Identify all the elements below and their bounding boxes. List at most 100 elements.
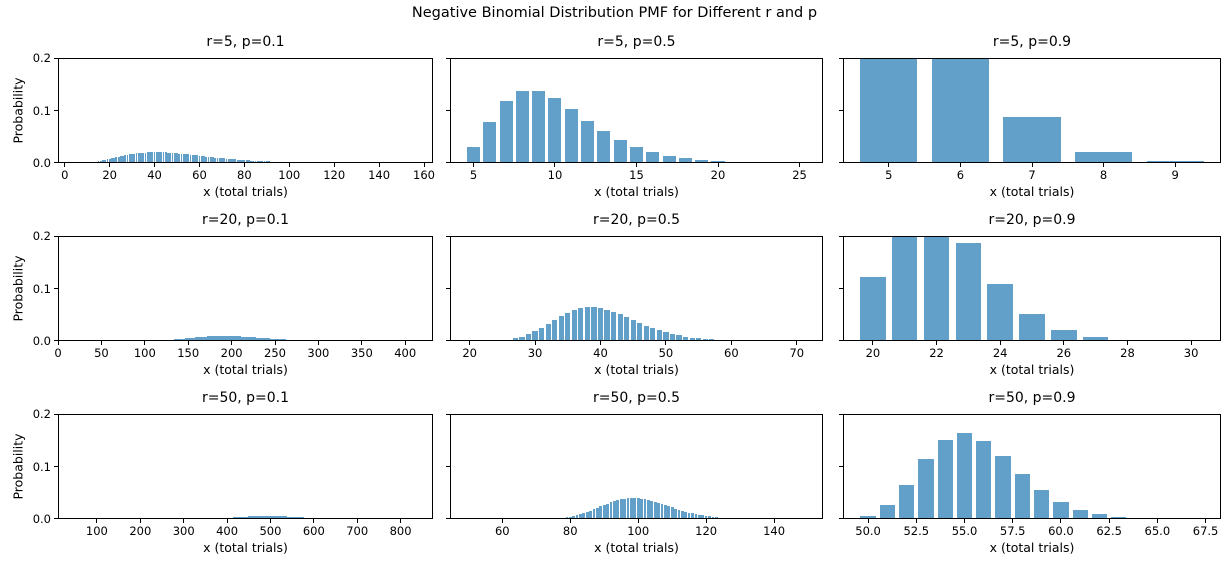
pmf-bar — [149, 152, 151, 163]
x-tick-label: 250 — [264, 346, 286, 360]
pmf-bar — [647, 499, 650, 519]
pmf-bar — [119, 156, 122, 163]
y-axis-label-wrap: Probability — [10, 236, 26, 341]
x-tick-label: 50 — [658, 346, 674, 360]
x-tick — [269, 519, 271, 523]
x-tick — [1063, 341, 1065, 345]
pmf-bar — [1019, 313, 1045, 341]
pmf-bar — [616, 500, 620, 519]
y-tick — [446, 236, 450, 237]
x-tick-label: 62.5 — [1096, 524, 1122, 538]
x-tick — [872, 341, 874, 345]
pmf-bar — [198, 337, 199, 341]
x-tick-label: 140 — [763, 524, 786, 538]
x-tick — [198, 163, 200, 167]
pmf-bar — [956, 433, 973, 519]
pmf-bar — [223, 158, 226, 163]
pmf-bar — [160, 152, 163, 163]
pmf-bar — [918, 459, 934, 519]
x-tick-label: 5 — [469, 168, 478, 182]
pmf-bar — [194, 337, 196, 341]
bars-layer — [843, 58, 1221, 163]
bars-layer — [58, 414, 433, 519]
pmf-bar — [212, 336, 213, 341]
pmf-bar — [186, 338, 187, 341]
pmf-bar — [243, 160, 246, 163]
x-axis-label: x (total trials) — [989, 184, 1075, 199]
pmf-bar — [131, 154, 133, 163]
pmf-bar — [629, 146, 643, 163]
x-tick-label: 40 — [147, 168, 162, 182]
y-tick — [54, 236, 58, 237]
pmf-bar — [609, 502, 613, 519]
subplot-r20-p0.1: r=20, p=0.1 0 50 100 150 200 250 300 350 400 0.0 0.… — [11, 212, 433, 377]
pmf-bar — [236, 336, 238, 341]
y-tick — [54, 466, 58, 467]
x-tick-label: 67.5 — [1192, 524, 1219, 538]
pmf-bar — [650, 500, 654, 519]
pmf-bar — [200, 156, 203, 163]
y-tick-label: 0.0 — [32, 512, 51, 526]
subplot-r5-p0.9: r=5, p=0.9 5 6 7 8 9 x (total trials) — [839, 34, 1221, 199]
y-axis-label: Probability — [10, 433, 26, 500]
pmf-bar — [208, 336, 210, 341]
pmf-bar — [251, 337, 252, 341]
y-axis-label-wrap: Probability — [10, 58, 26, 163]
pmf-bar — [252, 337, 254, 341]
y-tick — [446, 288, 450, 289]
y-tick-label: 0.2 — [32, 229, 51, 243]
pmf-bar — [725, 518, 728, 519]
x-tick — [554, 163, 556, 167]
pmf-bar — [194, 155, 196, 163]
x-tick — [317, 341, 319, 345]
pmf-bar — [246, 336, 247, 341]
pmf-bar — [247, 336, 249, 341]
pmf-bar — [262, 338, 264, 341]
pmf-bar — [269, 338, 271, 341]
pmf-bar — [196, 337, 198, 341]
pmf-bar — [104, 159, 107, 163]
pmf-bar — [623, 498, 626, 519]
x-tick — [378, 163, 380, 167]
x-tick — [288, 163, 290, 167]
x-tick — [100, 341, 102, 345]
pmf-bar — [140, 152, 142, 163]
x-tick-label: 100 — [85, 524, 108, 538]
pmf-bar — [257, 337, 258, 341]
pmf-bar — [187, 338, 189, 341]
y-tick — [839, 518, 843, 519]
pmf-bar — [187, 154, 190, 163]
x-tick — [57, 341, 59, 345]
pmf-bar — [709, 339, 715, 341]
pmf-bar — [568, 516, 572, 519]
pmf-bar — [128, 154, 131, 163]
subplot-title: r=20, p=0.1 — [201, 212, 290, 228]
subplot-r50-p0.1: r=50, p=0.1 100 200 300 400 500 600 700 800 0.0 0.… — [11, 390, 433, 555]
pmf-bar — [205, 156, 208, 163]
subplot-title: r=50, p=0.1 — [201, 390, 290, 406]
pmf-bar — [206, 336, 208, 341]
pmf-bar — [1072, 509, 1088, 519]
y-tick — [54, 414, 58, 415]
pmf-bar — [275, 338, 277, 341]
y-tick — [446, 340, 450, 341]
pmf-bar — [254, 337, 256, 341]
pmf-bar — [135, 153, 138, 163]
pmf-bar — [276, 338, 278, 341]
subplot-r20-p0.9: r=20, p=0.9 20 22 24 26 28 30 x (total trials) — [839, 212, 1221, 377]
pmf-bar — [1091, 514, 1108, 519]
pmf-bar — [597, 308, 604, 341]
pmf-bar — [217, 336, 219, 341]
x-tick — [665, 341, 667, 345]
pmf-bar — [860, 277, 886, 341]
pmf-bar — [216, 336, 218, 341]
pmf-bar — [142, 152, 145, 163]
x-tick — [705, 519, 707, 523]
pmf-bar — [931, 58, 990, 163]
pmf-bar — [728, 518, 732, 519]
pmf-bar — [674, 508, 677, 519]
x-tick — [96, 519, 98, 523]
pmf-bar — [171, 152, 174, 163]
pmf-bar — [892, 236, 918, 341]
x-tick-label: 28 — [1120, 346, 1135, 360]
